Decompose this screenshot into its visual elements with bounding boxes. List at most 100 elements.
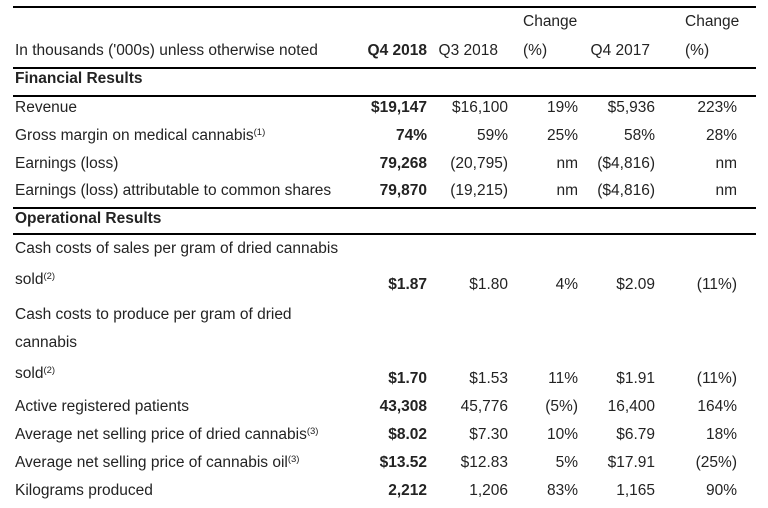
row-label-text: sold (15, 271, 44, 288)
cell-q3-2018: (19,215) (450, 182, 508, 199)
cell-q4-2017: $5,936 (607, 99, 655, 116)
cell-q4-2017: $2.09 (616, 276, 655, 293)
row-gross-margin: Gross margin on medical cannabis(1) 74% … (13, 124, 756, 152)
units-note: In thousands ('000s) unless otherwise no… (15, 42, 318, 59)
cell-q3-2018: $1.53 (469, 370, 508, 387)
cell-change-q3: 11% (548, 370, 578, 387)
row-label-text: Earnings (loss) attributable to common s… (15, 182, 332, 199)
col-header-q4-2018: Q4 2018 (367, 42, 427, 59)
row-earnings-loss: Earnings (loss) 79,268 (20,795) nm ($4,8… (13, 152, 756, 180)
row-label: Kilograms produced (13, 479, 347, 507)
row-label-line1: Cash costs of sales per gram of dried ca… (15, 240, 339, 257)
cell-q4-2017: ($4,816) (597, 155, 655, 172)
cell-change-q3: 19% (546, 99, 578, 116)
cell-change-q4: 90% (705, 482, 737, 499)
row-avg-price-dried: Average net selling price of dried canna… (13, 423, 756, 451)
cell-q3-2018: 1,206 (469, 482, 508, 499)
header-spacer (13, 7, 347, 39)
cell-change-q3: 83% (546, 482, 578, 499)
cell-change-q3: 4% (555, 276, 578, 293)
quarterly-results-table: Change Change In thousands ('000s) unles… (13, 6, 756, 508)
cell-change-q3: 5% (555, 454, 578, 471)
cell-change-q3: nm (556, 155, 578, 172)
cell-q4-2017: ($4,816) (597, 182, 655, 199)
row-cash-costs-produce: Cash costs to produce per gram of dried … (13, 301, 756, 395)
row-label: Cash costs to produce per gram of dried … (13, 301, 347, 395)
row-cash-costs-sales: Cash costs of sales per gram of dried ca… (13, 234, 756, 301)
row-label: Gross margin on medical cannabis(1) (13, 124, 347, 152)
cell-q4-2017: $17.91 (607, 454, 655, 471)
row-label-text: Average net selling price of dried canna… (15, 426, 307, 443)
cell-q4-2018: 43,308 (379, 398, 427, 415)
cell-q4-2017: 1,165 (616, 482, 655, 499)
cell-q4-2017: $1.91 (616, 370, 655, 387)
change-header-q4: Change (685, 13, 740, 30)
cell-q4-2017: $6.79 (616, 426, 655, 443)
row-kilograms-produced: Kilograms produced 2,212 1,206 83% 1,165… (13, 479, 756, 507)
cell-q3-2018: (20,795) (450, 155, 508, 172)
footnote-marker: (1) (253, 127, 266, 138)
footnote-marker: (3) (287, 454, 300, 465)
footnote-marker: (3) (306, 426, 319, 437)
cell-change-q4: (25%) (695, 454, 737, 471)
row-earnings-attributable: Earnings (loss) attributable to common s… (13, 180, 756, 208)
row-label-text: Active registered patients (15, 398, 190, 415)
cell-q4-2018: $1.87 (388, 276, 427, 293)
row-revenue: Revenue $19,147 $16,100 19% $5,936 223% (13, 96, 756, 124)
row-label-text: Gross margin on medical cannabis (15, 127, 254, 144)
cell-change-q4: nm (715, 182, 737, 199)
cell-change-q4: nm (715, 155, 737, 172)
cell-q3-2018: 45,776 (460, 398, 508, 415)
section-row-operational: Operational Results (13, 208, 756, 234)
row-label-line2: sold(2) (15, 357, 347, 388)
cell-change-q4: 18% (705, 426, 737, 443)
cell-q3-2018: $12.83 (460, 454, 508, 471)
row-label: Earnings (loss) attributable to common s… (13, 180, 347, 208)
row-label-text: Revenue (15, 99, 78, 116)
row-label: Cash costs of sales per gram of dried ca… (13, 234, 347, 301)
row-label: Revenue (13, 96, 347, 124)
cell-q4-2018: 79,870 (379, 182, 427, 199)
row-label-text: Earnings (loss) (15, 155, 119, 172)
cell-change-q4: 164% (697, 398, 737, 415)
cell-change-q3: 25% (546, 127, 578, 144)
section-title-operational: Operational Results (15, 210, 162, 227)
row-label-text: sold (15, 365, 44, 382)
footnote-marker: (2) (43, 365, 56, 376)
cell-change-q3: 10% (546, 426, 578, 443)
row-label-line1: Cash costs to produce per gram of dried … (15, 306, 292, 351)
row-label: Average net selling price of cannabis oi… (13, 451, 347, 479)
cell-q4-2018: $1.70 (388, 370, 427, 387)
section-row-financial: Financial Results (13, 68, 756, 96)
cell-q4-2018: $19,147 (370, 99, 427, 116)
cell-change-q3: nm (556, 182, 578, 199)
cell-q4-2018: 74% (395, 127, 427, 144)
header-spacer (578, 7, 655, 39)
row-label: Earnings (loss) (13, 152, 347, 180)
row-label-text: Kilograms produced (15, 482, 153, 499)
col-header-q3-2018: Q3 2018 (438, 42, 498, 59)
cell-change-q4: 223% (697, 99, 737, 116)
change-unit-q3: (%) (523, 42, 548, 59)
row-label-line2: sold(2) (15, 263, 347, 294)
cell-q4-2018: $13.52 (379, 454, 427, 471)
header-spacer (427, 7, 508, 39)
cell-q3-2018: $1.80 (469, 276, 508, 293)
cell-q3-2018: 59% (476, 127, 508, 144)
cell-q4-2018: 79,268 (379, 155, 427, 172)
row-label-text: Average net selling price of cannabis oi… (15, 454, 288, 471)
cell-q4-2018: 2,212 (388, 482, 427, 499)
footnote-marker: (2) (43, 271, 56, 282)
change-header-q3: Change (523, 13, 578, 30)
cell-q4-2017: 58% (623, 127, 655, 144)
cell-q4-2017: 16,400 (607, 398, 655, 415)
cell-change-q4: (11%) (696, 370, 737, 387)
col-header-q4-2017: Q4 2017 (590, 42, 650, 59)
header-row-periods: In thousands ('000s) unless otherwise no… (13, 39, 756, 68)
header-row-change: Change Change (13, 7, 756, 39)
row-avg-price-oil: Average net selling price of cannabis oi… (13, 451, 756, 479)
cell-change-q3: (5%) (545, 398, 578, 415)
cell-q4-2018: $8.02 (388, 426, 427, 443)
cell-q3-2018: $7.30 (469, 426, 508, 443)
